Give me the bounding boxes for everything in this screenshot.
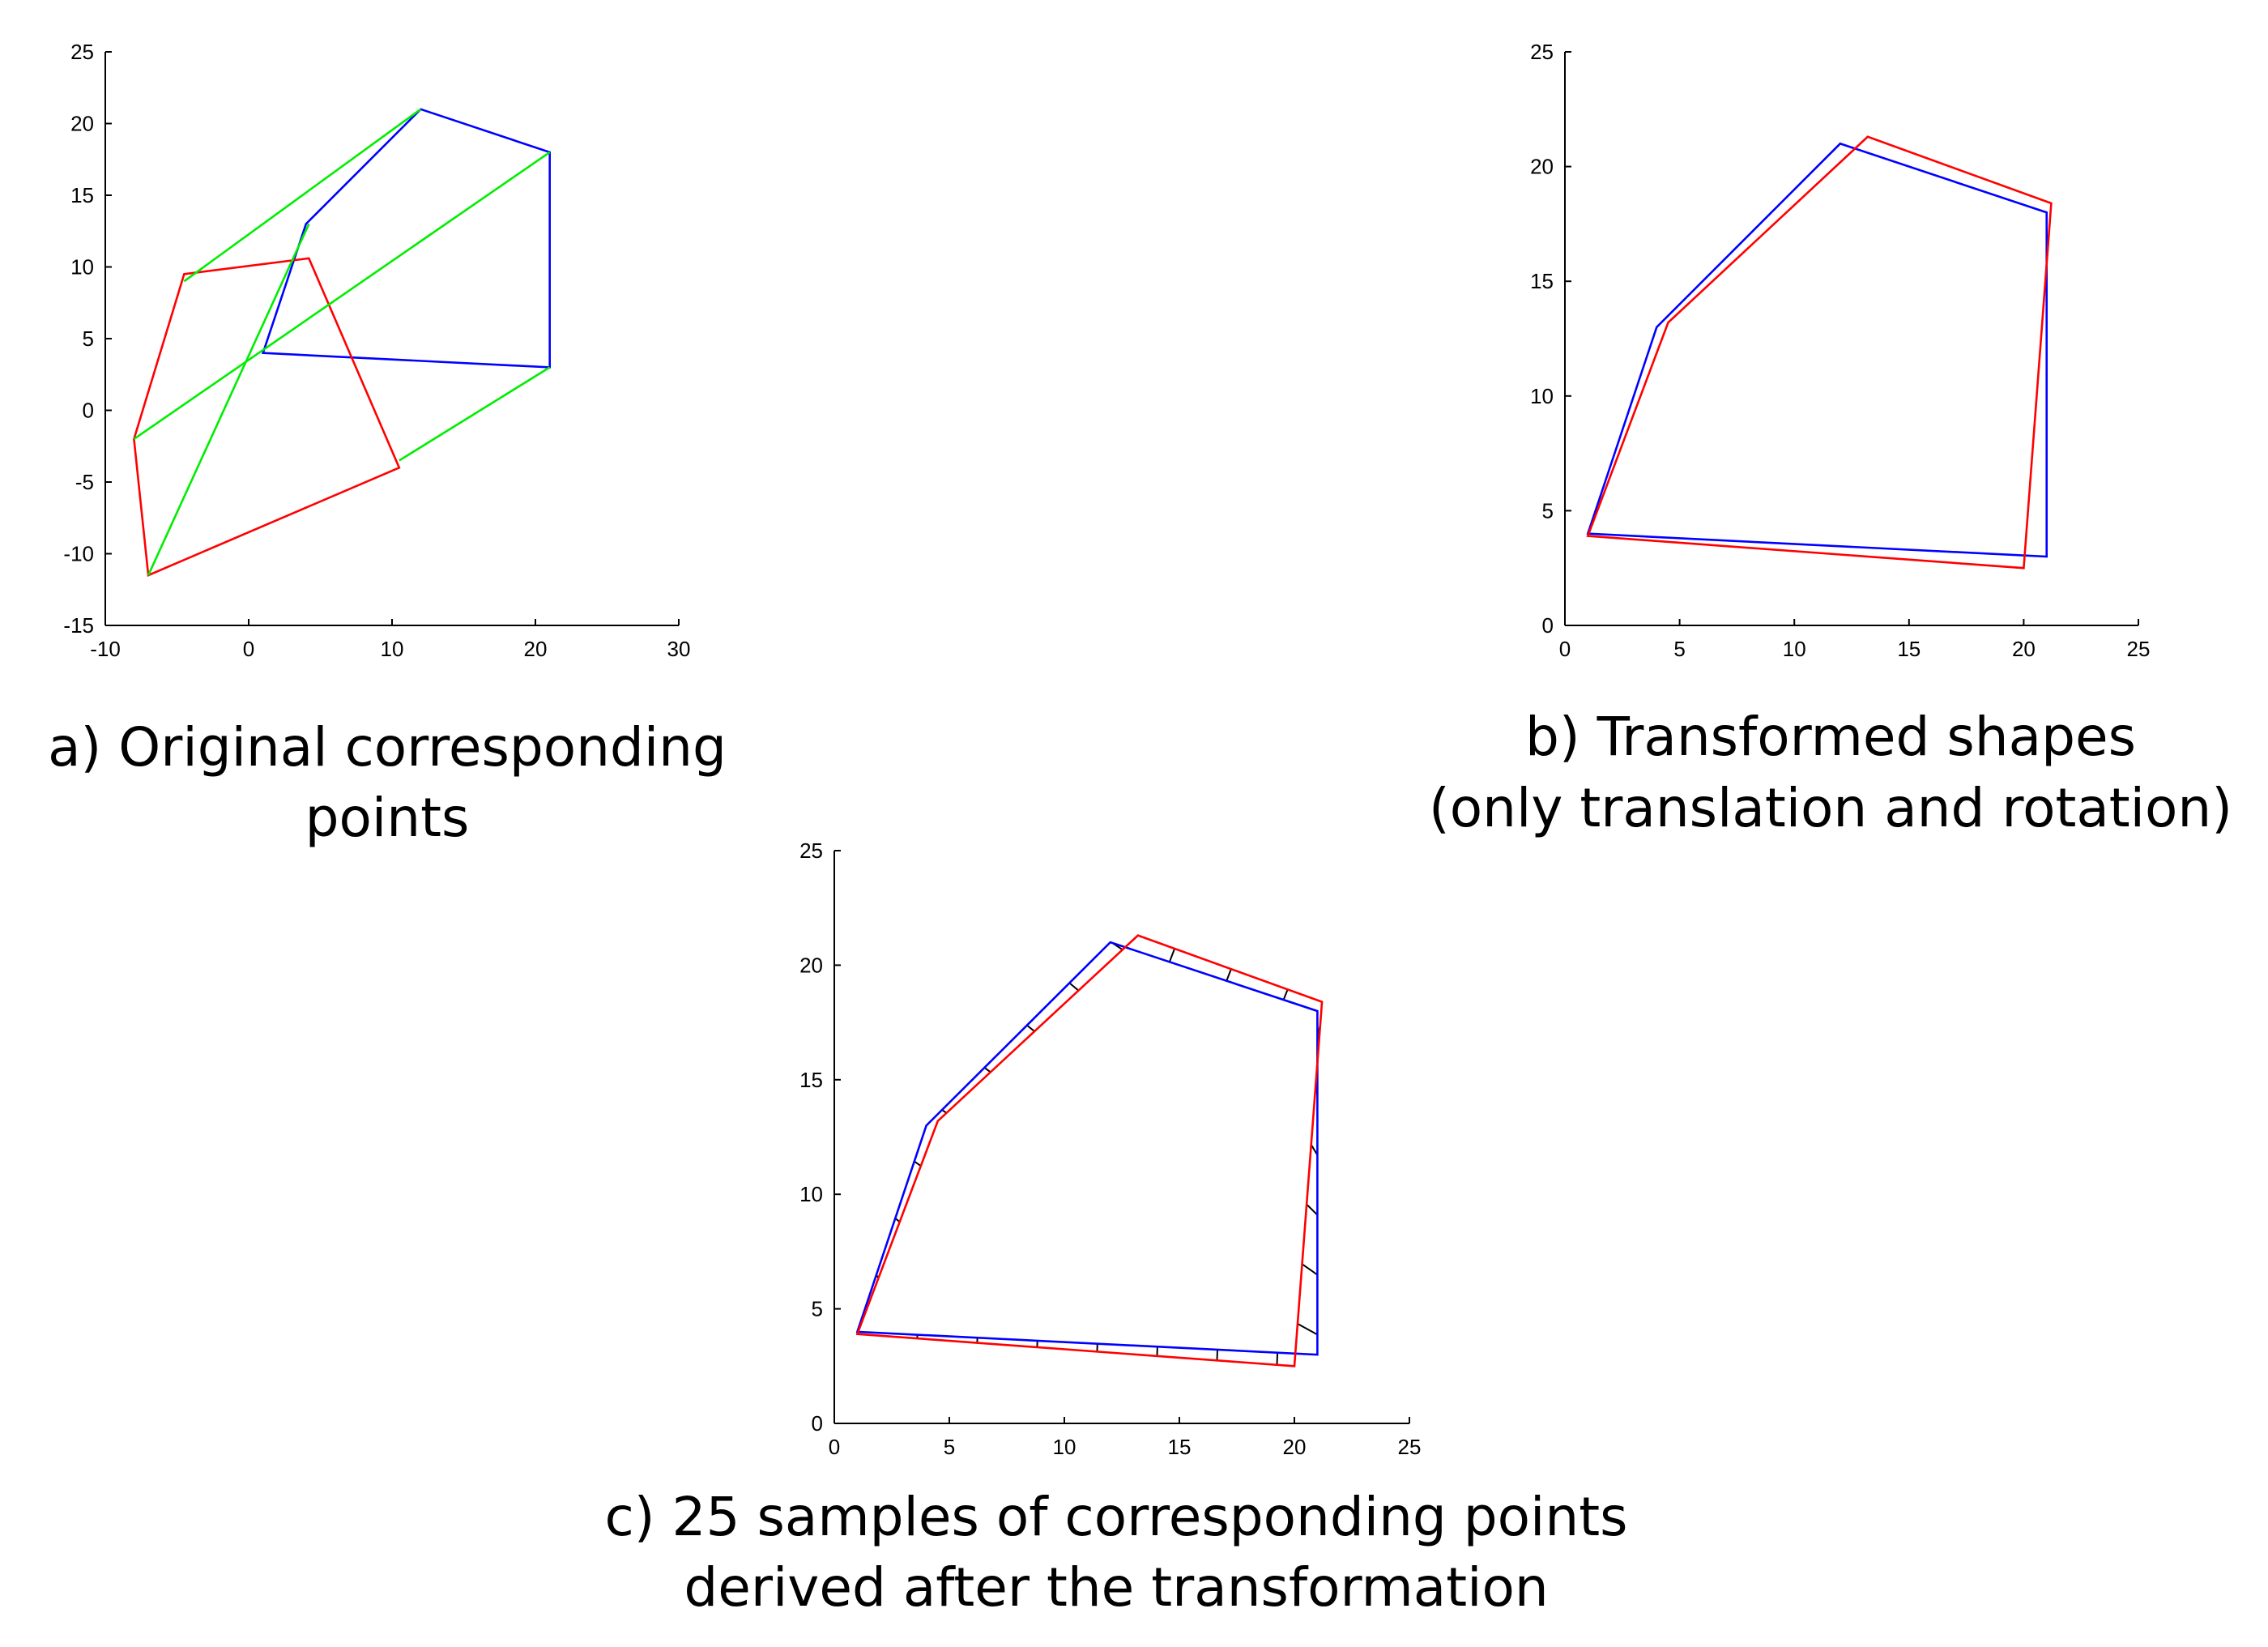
y-tick-label: 15 xyxy=(1530,269,1554,293)
chart-c: 0 5 10 15 20 25 0 5 10 15 20 25 c) 25 samples of cor… xyxy=(605,838,1628,1619)
x-tick-label: 5 xyxy=(1673,637,1685,661)
y-tick-label: -5 xyxy=(75,470,94,494)
y-tick-label: 5 xyxy=(83,326,94,351)
series-1-line xyxy=(133,257,401,577)
correspondence-line xyxy=(1068,982,1080,992)
x-tick-label: 15 xyxy=(1168,1435,1192,1459)
y-tick-label: 10 xyxy=(799,1182,823,1206)
series-0-line xyxy=(261,108,551,369)
series-0-line xyxy=(1586,142,2048,558)
series-1-line xyxy=(855,934,1324,1368)
x-tick-label: 0 xyxy=(829,1435,840,1459)
x-tick-label: 10 xyxy=(1783,637,1806,661)
correspondence-line xyxy=(183,108,422,283)
correspondence-line xyxy=(1226,968,1232,982)
caption-line: a) Original corresponding xyxy=(48,716,727,779)
caption-line: points xyxy=(305,787,470,849)
y-tick-label: -15 xyxy=(63,613,94,638)
caption-line: c) 25 samples of corresponding points xyxy=(605,1486,1628,1548)
y-tick-label: 0 xyxy=(812,1411,823,1436)
y-tick-label: 25 xyxy=(70,40,94,64)
correspondence-line xyxy=(1282,988,1289,1001)
series-1-line xyxy=(1586,135,2053,570)
y-tick-label: 15 xyxy=(70,183,94,207)
series-0-line xyxy=(855,941,1319,1356)
y-tick-label: 20 xyxy=(70,112,94,136)
y-tick-label: -10 xyxy=(63,542,94,566)
x-tick-label: 25 xyxy=(1398,1435,1422,1459)
y-tick-label: 20 xyxy=(799,953,823,977)
y-tick-label: 25 xyxy=(799,838,823,863)
x-tick-label: -10 xyxy=(90,637,121,661)
x-tick-label: 20 xyxy=(2012,637,2036,661)
x-tick-label: 20 xyxy=(524,637,548,661)
y-tick-label: 10 xyxy=(70,255,94,279)
y-tick-label: 0 xyxy=(83,399,94,423)
y-tick-label: 25 xyxy=(1530,40,1554,64)
x-tick-label: 10 xyxy=(1053,1435,1076,1459)
y-tick-label: 5 xyxy=(812,1297,823,1321)
y-tick-label: 20 xyxy=(1530,155,1554,179)
correspondence-line xyxy=(1026,1024,1035,1032)
correspondence-line xyxy=(1301,1263,1318,1276)
y-tick-label: 5 xyxy=(1542,498,1554,523)
caption-line: b) Transformed shapes xyxy=(1525,706,2136,768)
correspondence-line xyxy=(983,1067,991,1073)
x-tick-label: 0 xyxy=(243,637,254,661)
x-tick-label: 20 xyxy=(1283,1435,1307,1459)
y-tick-label: 10 xyxy=(1530,384,1554,408)
y-tick-label: 0 xyxy=(1542,613,1554,638)
y-tick-label: 15 xyxy=(799,1068,823,1092)
x-tick-label: 10 xyxy=(381,637,404,661)
correspondence-line xyxy=(914,1160,922,1167)
caption-line: (only translation and rotation) xyxy=(1429,777,2232,839)
correspondence-line xyxy=(147,223,310,576)
correspondence-line xyxy=(399,366,551,462)
correspondence-line xyxy=(1297,1323,1318,1336)
chart-b: 0 5 10 15 20 25 0 5 10 15 20 25 b) Transformed shape… xyxy=(1429,40,2232,839)
x-tick-label: 30 xyxy=(667,637,691,661)
x-tick-label: 5 xyxy=(944,1435,955,1459)
caption-line: derived after the transformation xyxy=(684,1556,1548,1619)
x-tick-label: 0 xyxy=(1559,637,1571,661)
x-tick-label: 15 xyxy=(1897,637,1921,661)
correspondence-line xyxy=(1306,1203,1319,1216)
correspondence-line xyxy=(133,151,551,440)
correspondence-line xyxy=(1168,948,1176,962)
x-tick-label: 25 xyxy=(2127,637,2151,661)
